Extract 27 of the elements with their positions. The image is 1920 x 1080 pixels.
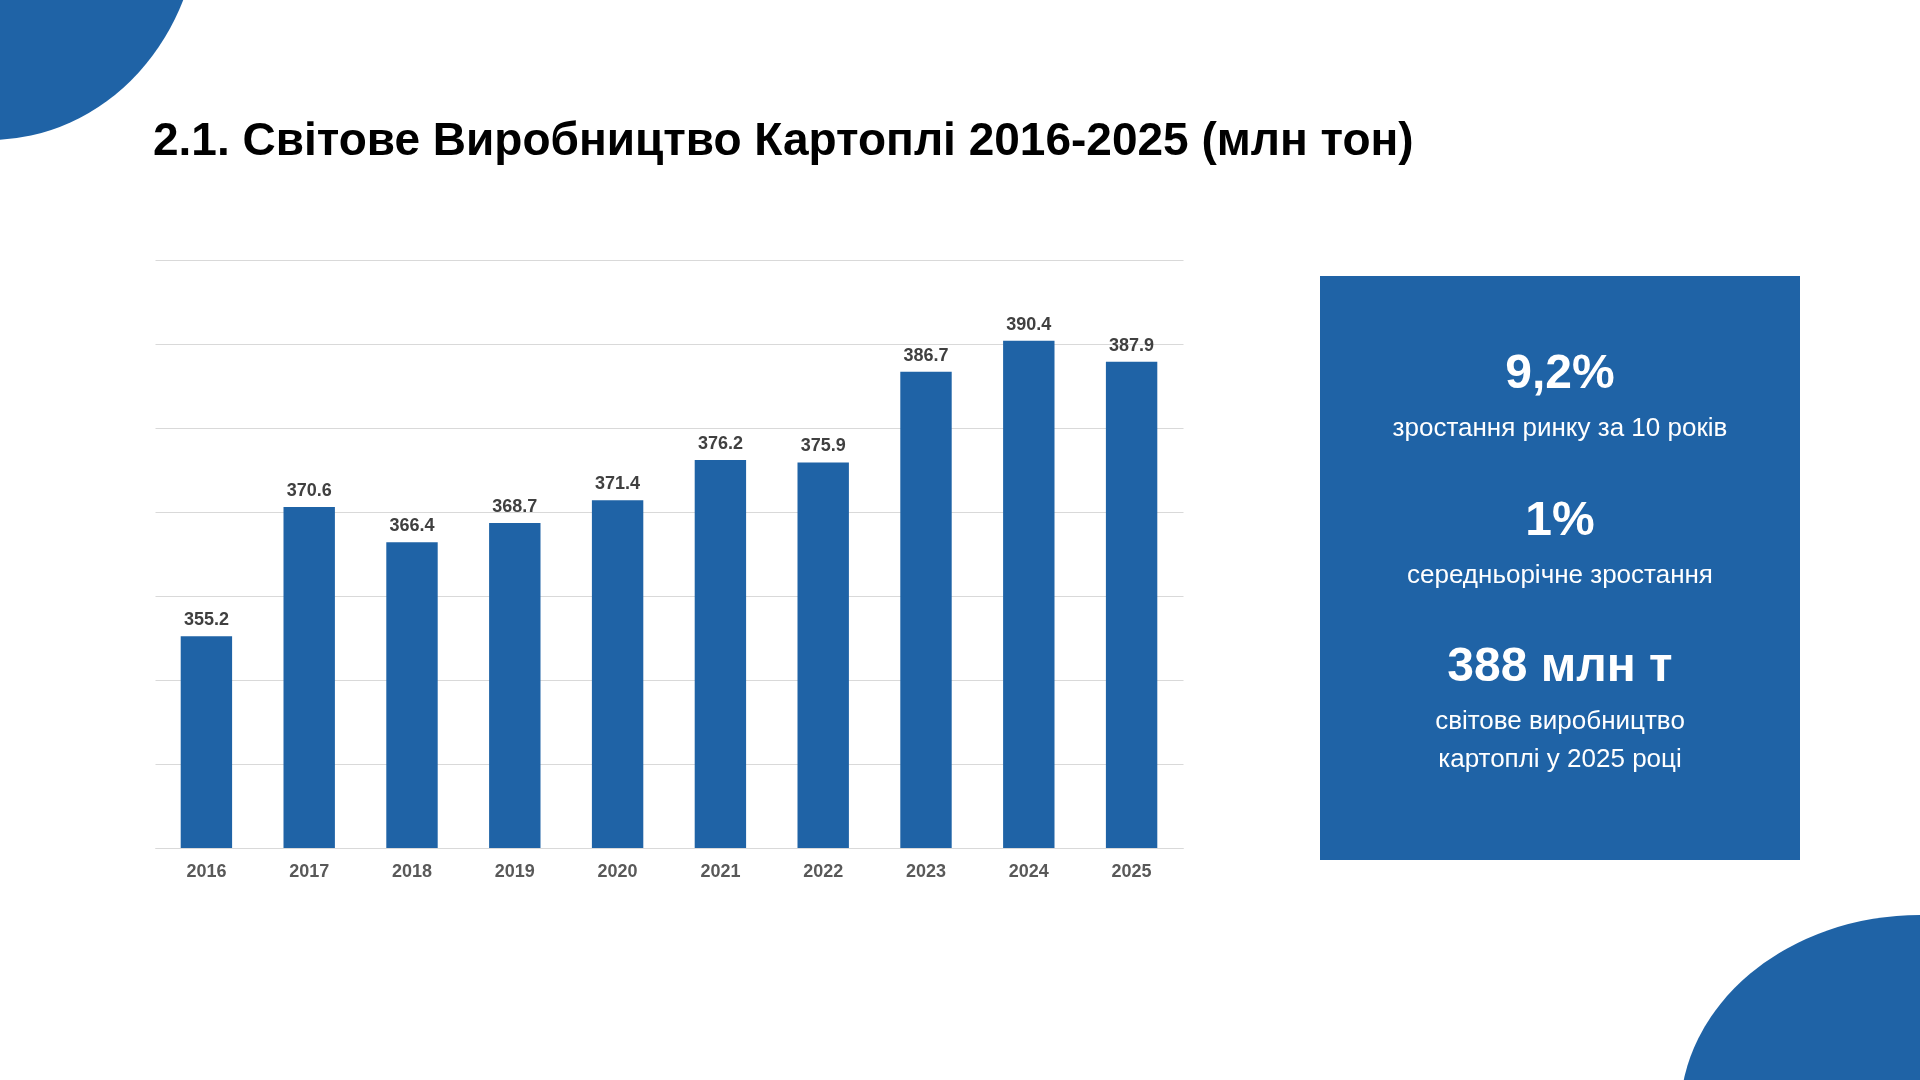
data-label: 371.4	[595, 473, 641, 494]
x-tick-label: 2017	[289, 860, 330, 881]
data-label: 386.7	[903, 344, 949, 365]
data-label: 355.2	[183, 609, 229, 630]
text: середньорічне зростання	[1406, 557, 1714, 591]
data-label: 376.2	[697, 432, 743, 453]
data-label: 366.4	[389, 515, 435, 536]
x-tick-label: 2023	[905, 860, 947, 881]
data-label: 375.9	[800, 435, 846, 456]
text: 1%	[1524, 490, 1596, 546]
data-label: 368.7	[492, 495, 538, 516]
chart-title: 2.1. Світове Виробництво Картоплі 2016-2025 (млн тон)	[153, 112, 1414, 166]
x-tick-label: 2024	[1008, 860, 1049, 881]
data-label: 390.4	[1006, 313, 1052, 334]
data-label: 387.9	[1109, 334, 1155, 355]
x-tick-label: 2019	[494, 860, 535, 881]
text: 9,2%	[1504, 344, 1616, 399]
text: світове виробництво картоплі у 2025 році	[1434, 704, 1686, 776]
x-tick-label: 2025	[1111, 860, 1152, 881]
x-tick-label: 2020	[597, 860, 638, 881]
x-tick-label: 2018	[391, 860, 433, 881]
x-tick-label: 2022	[803, 860, 844, 881]
data-label: 370.6	[286, 479, 332, 500]
x-tick-label: 2016	[186, 860, 227, 881]
text: зростання ринку за 10 років	[1391, 411, 1729, 444]
text: 388 млн т	[1446, 637, 1674, 693]
x-tick-label: 2021	[700, 860, 741, 881]
